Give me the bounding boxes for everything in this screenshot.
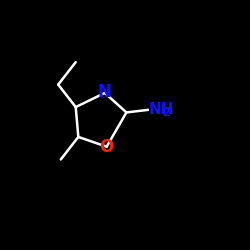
Text: NH: NH: [149, 102, 174, 118]
Text: N: N: [98, 83, 112, 101]
Text: 2: 2: [162, 108, 170, 118]
Text: O: O: [100, 138, 114, 156]
